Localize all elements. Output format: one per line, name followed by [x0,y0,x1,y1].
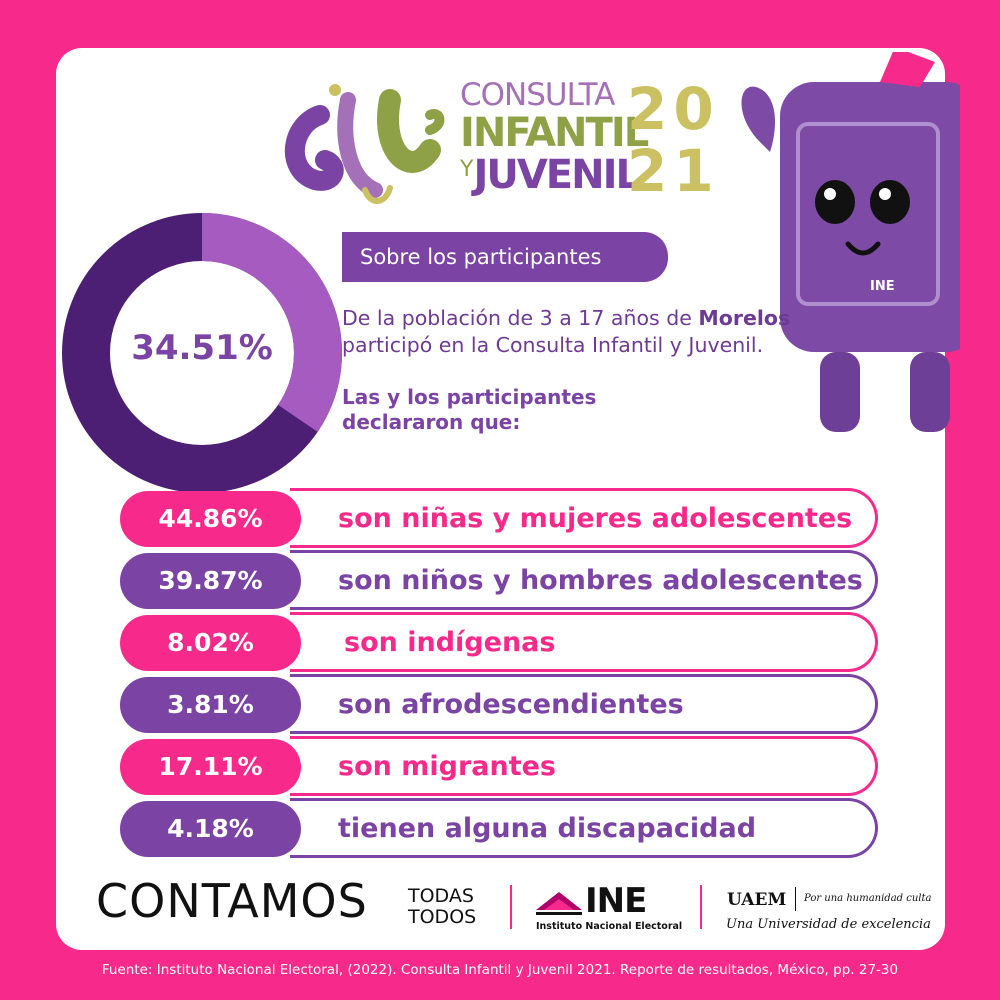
logo-year-bottom: 21 [627,137,720,205]
declared-heading: Las y los participantes declararon que: [342,385,597,434]
stat-label: son indígenas [344,627,556,658]
stat-row: 39.87% son niños y hombres adolescentes [120,550,880,610]
stat-value: 17.11% [120,739,301,795]
stat-value: 8.02% [120,615,301,671]
stat-row-outline [290,798,878,858]
mascot-badge: INE [870,279,895,294]
intro-after: participó en la Consulta Infantil y Juve… [342,333,764,357]
stat-label: son niños y hombres adolescentes [338,565,863,596]
logo-year-top: 20 [627,75,720,143]
uaem-logo: UAEM [727,890,787,910]
stat-row: 17.11% son migrantes [120,736,880,796]
todas-text: TODAS [408,885,474,907]
logo-juvenil: JUVENIL [473,152,640,198]
ine-subtitle: Instituto Nacional Electoral [536,921,683,932]
consulta-logo-icon [284,84,445,204]
stat-label: son afrodescendientes [338,689,684,720]
stat-row: 3.81% son afrodescendientes [120,674,880,734]
logo-line-juvenil: YJUVENIL [460,155,647,195]
stat-value: 39.87% [120,553,301,609]
donut-value: 34.51% [131,328,273,368]
logo-year: 20 21 [627,78,720,202]
footer-divider [700,885,702,929]
stat-row: 4.18% tienen alguna discapacidad [120,798,880,858]
logo-y: Y [460,157,474,182]
stat-label: son migrantes [338,751,557,782]
ine-logo-text: INE [585,881,647,921]
participation-donut [62,213,342,493]
contamos-logo: CONTAMOS [96,874,368,928]
logo-wordmark: CONSULTA INFANTIL YJUVENIL [460,77,649,196]
section-title: Sobre los participantes [342,232,668,282]
stat-label: son niñas y mujeres adolescentes [338,503,853,534]
stat-row-outline [290,488,878,548]
stat-row: 44.86% son niñas y mujeres adolescentes [120,488,880,548]
intro-text: De la población de 3 a 17 años de Morelo… [342,305,842,359]
stat-row-outline [290,550,878,610]
source-citation: Fuente: Instituto Nacional Electoral, (2… [101,962,899,978]
uaem-tagline: Por una humanidad culta [804,893,932,904]
stat-row: 8.02% son indígenas [120,612,880,672]
intro-highlight: Morelos [698,306,791,330]
stat-label: tienen alguna discapacidad [338,813,757,844]
footer-divider [510,885,512,929]
mascot-icon: INE [741,52,960,432]
uaem-separator [795,887,796,911]
stat-row-outline [290,736,878,796]
todos-text: TODOS [408,906,477,928]
stat-row-outline [290,674,878,734]
stat-row-outline [290,612,878,672]
stat-value: 4.18% [120,801,301,857]
intro-before: De la población de 3 a 17 años de [342,306,699,330]
stat-value: 3.81% [120,677,301,733]
todas-todos: TODAS TODOS [408,886,476,928]
logo-line-consulta: CONSULTA [460,77,615,113]
stat-value: 44.86% [120,491,301,547]
donut-fill [62,213,342,493]
uaem-subtitle: Una Universidad de excelencia [726,917,931,932]
ine-emblem-icon [536,892,582,915]
logo-line-infantil: INFANTIL [460,110,649,156]
